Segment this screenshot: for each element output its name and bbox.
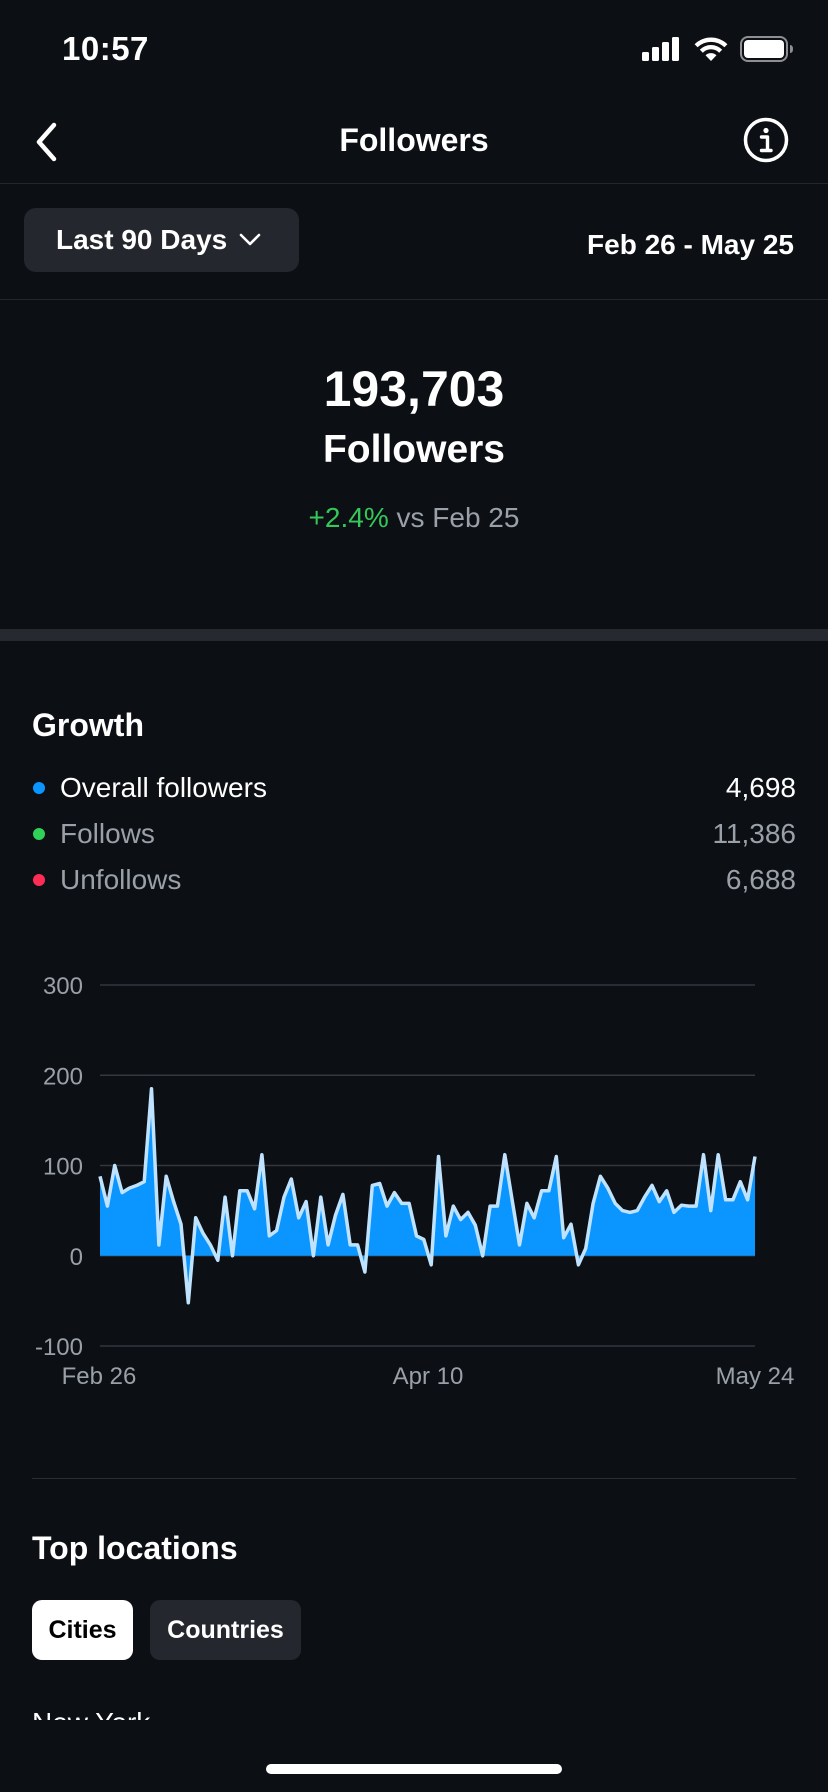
- legend-dot-unfollows: [33, 874, 45, 886]
- y-tick-label: -100: [35, 1334, 83, 1361]
- location-list-item[interactable]: New York: [32, 1706, 150, 1720]
- filter-row: Last 90 Days Feb 26 - May 25: [0, 185, 828, 300]
- legend-value: 11,386: [712, 818, 796, 849]
- y-tick-label: 0: [70, 1244, 83, 1271]
- info-circle-icon: [743, 117, 789, 163]
- section-divider: [0, 629, 828, 641]
- x-tick-label: May 24: [716, 1363, 795, 1390]
- navigation-bar: Followers: [0, 100, 828, 184]
- legend-dot-follows: [33, 828, 45, 840]
- battery-icon: [740, 36, 793, 62]
- back-button[interactable]: [22, 118, 72, 166]
- date-range-dropdown[interactable]: Last 90 Days: [24, 208, 299, 272]
- change-comparison: vs Feb 25: [396, 502, 520, 533]
- y-tick-label: 300: [43, 973, 83, 1000]
- status-time: 10:57: [62, 30, 149, 67]
- date-range-dropdown-label: Last 90 Days: [56, 224, 228, 255]
- legend-item-overall-followers: Overall followers 4,698: [32, 765, 796, 811]
- change-percent: +2.4%: [308, 502, 389, 533]
- legend-dot-overall: [33, 782, 45, 794]
- top-locations-title: Top locations: [32, 1530, 238, 1566]
- legend-value: 6,688: [725, 864, 796, 895]
- growth-title: Growth: [32, 707, 144, 743]
- chevron-down-icon: [239, 233, 261, 246]
- tab-cities[interactable]: Cities: [32, 1600, 133, 1660]
- page-title: Followers: [339, 122, 489, 158]
- location-name: New York: [32, 1706, 150, 1720]
- legend-label: Unfollows: [60, 864, 182, 895]
- legend-label: Overall followers: [60, 772, 267, 803]
- y-tick-label: 200: [43, 1063, 83, 1090]
- growth-legend: Overall followers 4,698 Follows 11,386 U…: [32, 765, 796, 903]
- status-bar: 10:57: [0, 0, 828, 100]
- legend-item-follows: Follows 11,386: [32, 811, 796, 857]
- series-line: [98, 1087, 757, 1305]
- chevron-left-icon: [36, 122, 57, 162]
- legend-item-unfollows: Unfollows 6,688: [32, 857, 796, 903]
- y-tick-label: 100: [43, 1154, 83, 1181]
- followers-label: Followers: [322, 428, 506, 471]
- status-icons: [642, 36, 794, 62]
- cellular-signal-icon: [642, 37, 679, 61]
- tab-countries[interactable]: Countries: [150, 1600, 301, 1660]
- info-button[interactable]: [740, 114, 792, 166]
- home-indicator[interactable]: [266, 1764, 562, 1774]
- followers-change: +2.4% vs Feb 25: [0, 502, 828, 534]
- section-separator: [32, 1478, 796, 1479]
- wifi-icon: [694, 37, 728, 61]
- date-range-text: Feb 26 - May 25: [587, 229, 794, 260]
- x-tick-label: Feb 26: [62, 1363, 137, 1390]
- legend-value: 4,698: [725, 772, 796, 803]
- x-tick-label: Apr 10: [393, 1363, 464, 1390]
- series-area: [100, 1088, 755, 1303]
- followers-count: 193,703: [323, 361, 505, 417]
- growth-chart[interactable]: 300 200 100 0 -100 Feb 26 Apr 10 May 24: [0, 960, 828, 1390]
- followers-summary: 193,703 Followers +2.4% vs Feb 25: [0, 300, 828, 630]
- legend-label: Follows: [60, 818, 155, 849]
